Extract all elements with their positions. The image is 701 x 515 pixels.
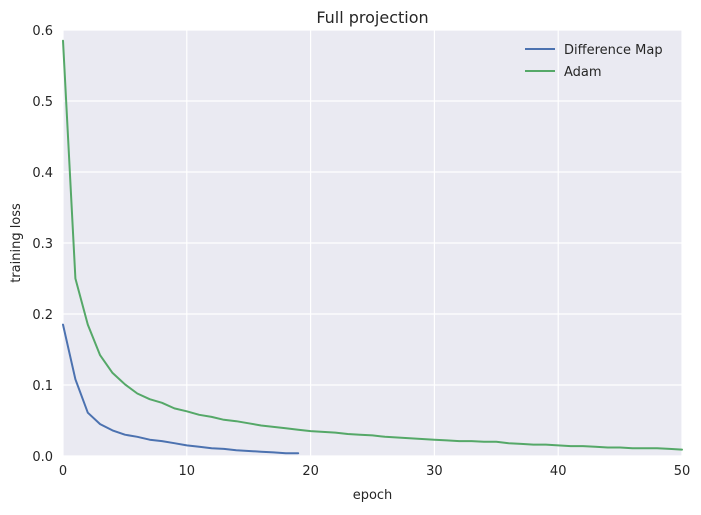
y-tick-label: 0.2: [32, 308, 53, 323]
x-axis-label: epoch: [353, 488, 393, 503]
y-tick-label: 0.5: [32, 95, 53, 110]
series-layer: [62, 39, 683, 455]
y-axis-label: training loss: [9, 203, 24, 283]
y-tick-labels: 0.0 0.1 0.2 0.3 0.4 0.5 0.6: [32, 24, 53, 465]
legend-label: Difference Map: [564, 43, 663, 58]
y-tick-label: 0.6: [32, 24, 53, 39]
x-tick-labels: 0 10 20 30 40 50: [59, 464, 690, 479]
x-tick-label: 40: [550, 464, 567, 479]
legend-item: Difference Map: [525, 43, 663, 58]
grid-lines: [62, 29, 683, 457]
y-tick-label: 0.3: [32, 237, 53, 252]
legend-item: Adam: [525, 65, 602, 80]
x-tick-label: 10: [179, 464, 196, 479]
y-tick-label: 0.1: [32, 379, 53, 394]
x-tick-label: 0: [59, 464, 67, 479]
y-tick-label: 0.4: [32, 166, 53, 181]
legend-label: Adam: [564, 65, 602, 80]
x-tick-label: 50: [674, 464, 691, 479]
x-tick-label: 20: [302, 464, 319, 479]
series-line-difference-map: [62, 323, 300, 455]
legend: Difference Map Adam: [525, 43, 663, 80]
y-tick-label: 0.0: [32, 450, 53, 465]
x-tick-label: 30: [426, 464, 443, 479]
series-line-adam: [62, 39, 683, 451]
chart-title: Full projection: [316, 8, 428, 27]
